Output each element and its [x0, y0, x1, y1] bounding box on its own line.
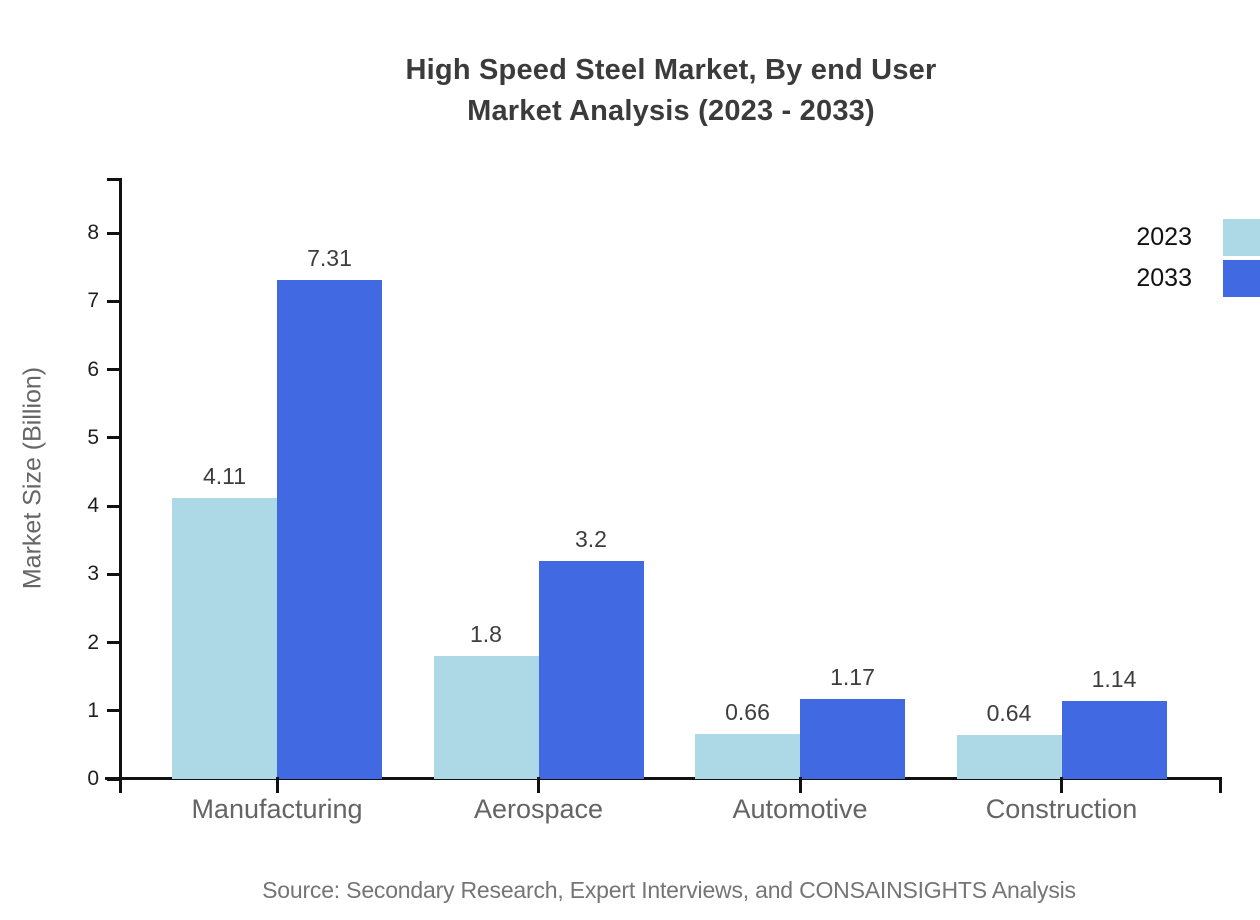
y-tick-mark: [107, 299, 121, 303]
y-tick-mark: [107, 436, 121, 440]
y-tick-label: 0: [87, 767, 99, 790]
legend-label-2033: 2033: [1136, 264, 1192, 292]
bar-value-label: 1.14: [1091, 666, 1137, 693]
y-tick-mark: [107, 777, 121, 781]
bar-2023-manufacturing: [172, 498, 277, 779]
y-axis-title: Market Size (Billion): [18, 366, 47, 590]
x-tick-mark: [275, 777, 279, 793]
y-tick-label: 8: [87, 221, 99, 244]
bar-2023-automotive: [695, 733, 800, 779]
y-tick-mark: [107, 368, 121, 371]
bar-value-label: 4.11: [202, 463, 247, 490]
x-axis-line: [105, 777, 1222, 780]
y-tick-label: 6: [87, 357, 99, 381]
source-note: Source: Secondary Research, Expert Inter…: [262, 877, 1076, 903]
x-tick-mark: [1060, 777, 1063, 793]
bar-2023-aerospace: [433, 656, 539, 779]
bar-value-label: 0.64: [986, 700, 1032, 727]
bar-value-label: 0.66: [725, 698, 770, 725]
y-tick-label: 2: [87, 630, 99, 654]
x-category-label: Construction: [985, 794, 1138, 824]
y-tick-label: 4: [87, 494, 99, 517]
x-tick-mark: [798, 777, 802, 793]
legend-swatch-2033: [1223, 260, 1260, 297]
y-tick-mark: [107, 572, 121, 576]
x-category-label: Automotive: [732, 794, 868, 824]
x-category-label: Aerospace: [473, 794, 604, 824]
y-tick-label: 3: [87, 562, 99, 586]
chart-title: High Speed Steel Market, By end User Mar…: [405, 54, 937, 127]
bar-2033-aerospace: [538, 560, 644, 779]
bar-2033-automotive: [800, 699, 905, 779]
y-axis-end-cap: [107, 178, 121, 181]
legend-label-2023: 2023: [1136, 223, 1192, 251]
x-tick-mark: [537, 777, 540, 793]
legend-swatch-2023: [1223, 219, 1260, 256]
y-tick-label: 7: [87, 289, 99, 313]
y-tick-mark: [107, 231, 121, 235]
y-axis-line: [119, 178, 122, 793]
bar-2033-manufacturing: [277, 280, 382, 779]
bar-value-label: 1.17: [830, 664, 875, 691]
bar-value-label: 1.8: [470, 621, 502, 648]
bar-2023-construction: [956, 735, 1062, 779]
y-tick-label: 5: [87, 425, 99, 449]
bar-value-label: 3.2: [575, 525, 607, 552]
bar-value-label: 7.31: [307, 245, 352, 272]
y-tick-mark: [107, 504, 121, 508]
y-tick-mark: [107, 641, 121, 644]
x-axis-end-cap: [1219, 777, 1222, 793]
y-tick-label: 1: [87, 698, 99, 722]
x-category-label: Manufacturing: [191, 794, 363, 824]
bar-2033-construction: [1061, 701, 1167, 779]
y-tick-mark: [107, 709, 121, 713]
